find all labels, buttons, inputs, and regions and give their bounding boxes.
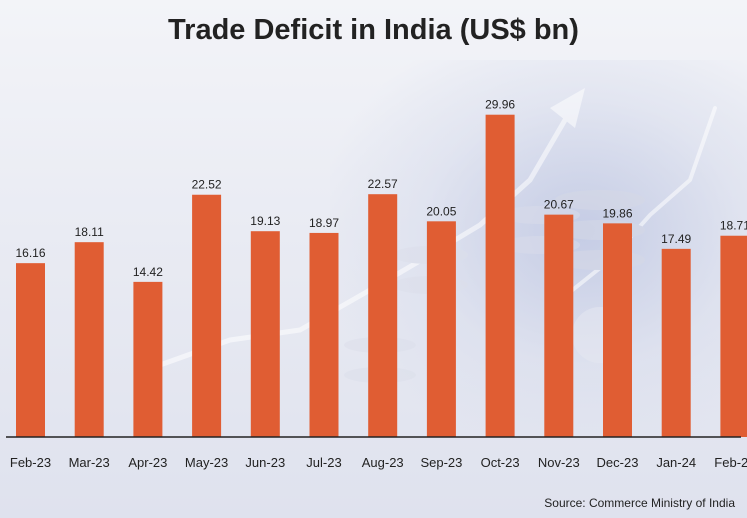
bar-Oct-23: [485, 114, 515, 437]
bars-group: [16, 114, 747, 437]
value-label: 19.86: [602, 206, 632, 220]
x-tick-label: Apr-23: [128, 455, 167, 470]
value-label: 18.71: [720, 219, 747, 233]
x-tick-label: Feb-24: [714, 455, 747, 470]
bar-Feb-24: [720, 235, 747, 437]
value-label: 22.52: [192, 178, 222, 192]
value-label: 17.49: [661, 232, 691, 246]
value-label: 19.13: [250, 214, 280, 228]
value-label: 20.67: [544, 198, 574, 212]
x-tick-label: Feb-23: [10, 455, 51, 470]
x-tick-label: Aug-23: [362, 455, 404, 470]
x-tick-labels-group: Feb-23 Mar-23 Apr-23 May-23 Jun-23 Jul-23 Aug-…: [10, 455, 747, 470]
chart-title: Trade Deficit in India (US$ bn): [168, 14, 579, 46]
source-note: Source: Commerce Ministry of India: [544, 496, 735, 510]
bar-May-23: [192, 194, 222, 437]
value-label: 16.16: [15, 246, 45, 260]
bar-Nov-23: [544, 214, 574, 437]
bar-Jul-23: [309, 232, 339, 437]
x-tick-label: Dec-23: [597, 455, 639, 470]
value-label: 18.11: [75, 225, 104, 239]
value-label: 22.57: [368, 177, 398, 191]
bar-Apr-23: [133, 281, 163, 437]
value-label: 18.97: [309, 216, 339, 230]
value-label: 20.05: [426, 204, 456, 218]
bar-Feb-23: [16, 263, 45, 437]
bar-Sep-23: [426, 221, 456, 437]
x-tick-label: Sep-23: [420, 455, 462, 470]
x-tick-label: Oct-23: [481, 455, 520, 470]
value-label: 14.42: [133, 265, 163, 279]
x-tick-label: Jul-23: [306, 455, 341, 470]
x-tick-label: Nov-23: [538, 455, 580, 470]
bar-Jan-24: [661, 248, 691, 437]
bar-Mar-23: [74, 242, 104, 437]
x-tick-label: Mar-23: [69, 455, 110, 470]
x-tick-label: Jan-24: [656, 455, 696, 470]
x-tick-label: Jun-23: [245, 455, 285, 470]
value-label: 29.96: [485, 98, 515, 112]
bar-Aug-23: [368, 194, 398, 437]
bar-Dec-23: [603, 223, 632, 437]
bar-Jun-23: [250, 231, 280, 437]
x-tick-label: May-23: [185, 455, 228, 470]
value-labels-group: 16.16 18.11 14.42 22.52 19.13 18.97 22.57 20.05…: [15, 98, 747, 279]
